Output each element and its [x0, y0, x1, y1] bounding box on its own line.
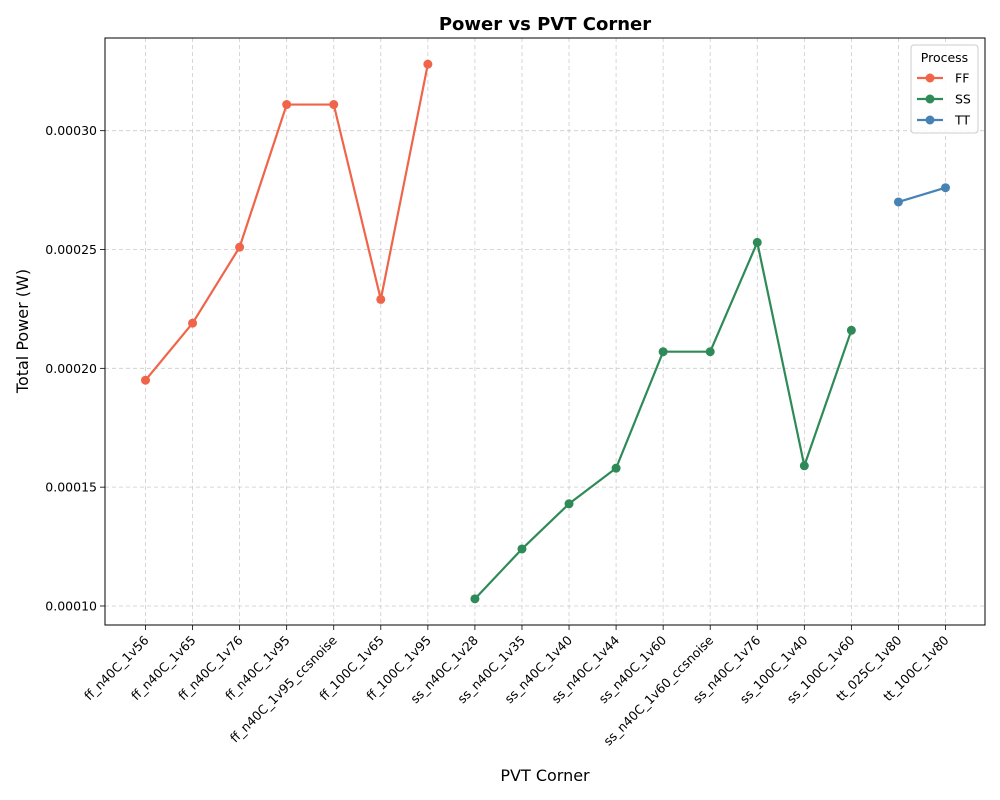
data-point-tt	[893, 197, 903, 207]
y-tick-label: 0.00020	[45, 361, 97, 376]
data-point-ss	[799, 461, 809, 471]
legend-box	[910, 44, 979, 134]
data-point-ss	[611, 463, 621, 473]
plot-frame	[104, 37, 986, 626]
legend-swatch-marker	[925, 115, 935, 125]
series-line-tt	[898, 186, 946, 204]
y-axis-label: Total Power (W)	[13, 269, 32, 394]
data-point-tt	[941, 183, 950, 193]
data-point-ff	[188, 318, 198, 328]
legend-label-ss: SS	[955, 92, 971, 107]
data-point-ss	[658, 347, 668, 357]
legend-label-ff: FF	[955, 71, 969, 86]
y-tick-label: 0.00010	[45, 598, 97, 613]
y-tick-label: 0.00030	[45, 123, 97, 138]
data-point-ss	[705, 347, 715, 357]
data-point-ss	[564, 499, 574, 509]
legend-title: Process	[921, 50, 968, 65]
data-point-ss	[846, 325, 856, 335]
y-tick-label: 0.00025	[45, 242, 97, 257]
y-axis: 0.00010 0.00015 0.00020 0.00025 0.00030	[45, 123, 105, 613]
chart-title: Power vs PVT Corner	[439, 14, 651, 35]
data-point-ff	[282, 100, 292, 110]
data-point-ss	[517, 544, 527, 554]
data-point-ff	[141, 375, 150, 385]
x-axis-label: PVT Corner	[500, 766, 590, 785]
legend-swatch-marker	[925, 94, 935, 104]
y-tick-label: 0.00015	[45, 480, 97, 495]
series-layer	[141, 59, 950, 604]
data-point-ff	[376, 294, 386, 304]
legend: Process FF SS TT	[910, 44, 979, 134]
data-point-ff	[329, 100, 339, 110]
data-point-ff	[423, 59, 433, 69]
data-point-ss	[752, 237, 762, 247]
data-point-ss	[470, 594, 480, 604]
legend-swatch-marker	[925, 73, 935, 83]
data-point-ff	[235, 242, 245, 252]
legend-label-tt: TT	[954, 113, 970, 128]
x-axis: ff_n40C_1v56ff_n40C_1v65ff_n40C_1v76ff_n…	[81, 625, 952, 749]
